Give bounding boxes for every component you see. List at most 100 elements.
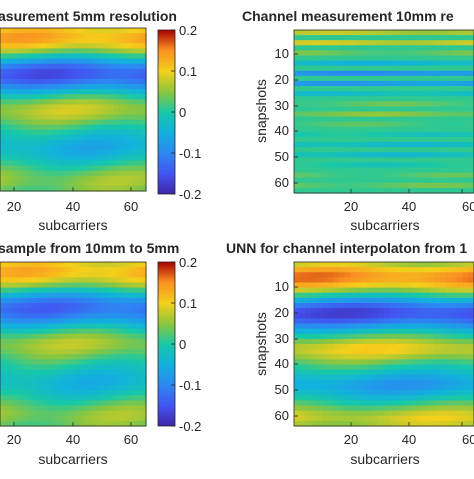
heatmap-cell (73, 119, 79, 126)
heatmap-cell (22, 134, 28, 141)
heatmap-cell (395, 172, 402, 179)
heatmap-cell (73, 180, 79, 187)
heatmap-cell (310, 147, 318, 153)
heatmap-cell (73, 58, 79, 65)
heatmap-cell (22, 333, 28, 340)
heatmap-cell (123, 369, 129, 376)
heatmap-cell (68, 175, 74, 182)
heatmap-cell (462, 40, 469, 46)
heatmap-cell (68, 84, 74, 90)
heatmap-cell (412, 106, 419, 113)
heatmap-cell (27, 43, 33, 49)
heatmap-cell (54, 170, 60, 177)
heatmap-cell (4, 170, 10, 177)
heatmap-cell (378, 308, 385, 314)
heatmap-cell (344, 116, 351, 123)
heatmap-cell (114, 99, 120, 105)
heatmap-cell (299, 152, 306, 158)
heatmap-cell (462, 111, 469, 118)
heatmap-cell (299, 395, 306, 401)
heatmap-cell (36, 349, 42, 355)
heatmap-cell (9, 99, 15, 105)
heatmap-cell (310, 369, 318, 376)
heatmap-cell (462, 45, 469, 51)
heatmap-cell (367, 369, 374, 376)
heatmap-cell (59, 48, 65, 55)
heatmap-cell (417, 80, 424, 87)
heatmap-cell (63, 415, 70, 422)
heatmap-cell (327, 297, 334, 304)
heatmap-cell (13, 104, 19, 111)
heatmap-cell (339, 106, 346, 113)
heatmap-cell (372, 96, 379, 102)
heatmap-cell (389, 40, 396, 46)
heatmap-cell (327, 30, 334, 36)
heatmap-cell (59, 369, 65, 376)
heatmap-cell (372, 333, 379, 340)
heatmap-cell (462, 91, 469, 97)
heatmap-cell (294, 374, 301, 381)
heatmap-cell (127, 109, 133, 116)
heatmap-cell (91, 58, 97, 65)
heatmap-cell (36, 267, 42, 273)
heatmap-cell (31, 78, 38, 85)
heatmap-cell (27, 160, 33, 167)
heatmap-cell (136, 323, 143, 330)
heatmap-cell (114, 43, 120, 49)
heatmap-cell (86, 63, 92, 70)
heatmap-cell (73, 53, 79, 60)
heatmap-cell (316, 344, 323, 350)
heatmap-cell (100, 114, 106, 121)
heatmap-cell (400, 267, 408, 273)
heatmap-cell (305, 70, 312, 77)
heatmap-cell (109, 33, 115, 39)
heatmap-cell (378, 152, 385, 158)
heatmap-cell (434, 187, 441, 194)
heatmap-cell (132, 379, 138, 386)
heatmap-cell (118, 145, 124, 151)
heatmap-cell (0, 33, 6, 39)
heatmap-cell (361, 349, 368, 355)
heatmap-cell (384, 121, 391, 128)
heatmap-cell (299, 45, 306, 51)
heatmap-cell (310, 101, 318, 107)
heatmap-cell (451, 262, 458, 268)
heatmap-cell (77, 333, 83, 340)
heatmap-cell (22, 303, 28, 309)
heatmap-cell (127, 134, 133, 141)
heatmap-cell (86, 150, 92, 156)
heatmap-cell (445, 182, 453, 189)
heatmap-cell (104, 420, 111, 427)
heatmap-cell (339, 313, 346, 319)
heatmap-cell (322, 303, 329, 309)
heatmap-cell (305, 338, 312, 345)
heatmap-cell (82, 150, 88, 156)
heatmap-cell (0, 318, 6, 325)
heatmap-cell (0, 349, 6, 355)
heatmap-cell (361, 379, 368, 386)
heatmap-cell (361, 106, 368, 113)
heatmap-cell (91, 369, 97, 376)
heatmap-cell (73, 364, 79, 371)
heatmap-cell (457, 338, 464, 345)
heatmap-cell (412, 131, 419, 138)
heatmap-cell (299, 111, 306, 118)
heatmap-cell (395, 344, 402, 350)
heatmap-cell (361, 318, 368, 325)
heatmap-cell (457, 379, 464, 386)
heatmap-cell (104, 114, 111, 121)
heatmap-cell (141, 282, 147, 289)
heatmap-cell (13, 323, 19, 330)
heatmap-cell (412, 86, 419, 92)
heatmap-cell (77, 43, 83, 49)
heatmap-cell (50, 84, 56, 90)
heatmap-cell (361, 272, 368, 278)
heatmap-cell (18, 420, 24, 427)
heatmap-cell (400, 420, 408, 427)
heatmap-cell (73, 267, 79, 273)
heatmap-cell (445, 65, 453, 72)
heatmap-cell (141, 150, 147, 156)
heatmap-cell (294, 262, 301, 268)
heatmap-cell (91, 420, 97, 427)
heatmap-cell (0, 94, 6, 100)
